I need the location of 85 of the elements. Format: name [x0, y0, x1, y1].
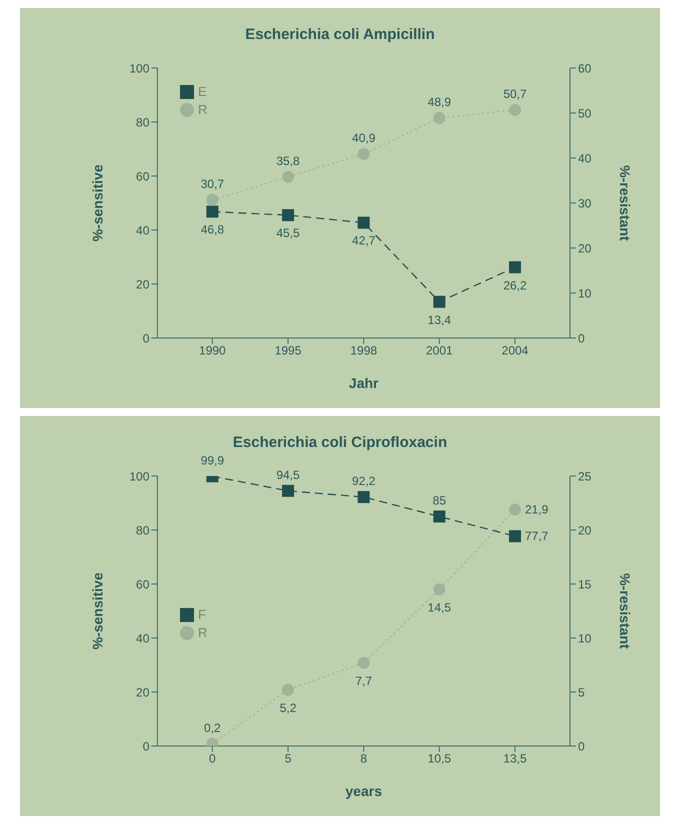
y2-tick-label: 20	[578, 523, 592, 538]
legend-label: R	[198, 102, 208, 117]
data-label: 92,2	[352, 474, 376, 488]
y-axis-title: %-sensitive	[89, 164, 106, 242]
point	[282, 170, 294, 183]
y-tick-label: 60	[136, 577, 150, 592]
data-label: 45,5	[276, 226, 300, 240]
y2-tick-label: 10	[578, 631, 592, 646]
point	[282, 484, 294, 497]
point	[433, 583, 446, 596]
y-tick-label: 80	[136, 115, 150, 130]
data-label: 30,7	[200, 176, 224, 191]
x-tick-label: 1998	[350, 344, 378, 358]
x-tick-label: 1990	[199, 344, 226, 358]
y2-tick-label: 20	[578, 241, 592, 256]
data-label: 21,9	[525, 502, 549, 516]
point	[282, 209, 294, 222]
data-label: 42,7	[352, 234, 376, 248]
y2-tick-label: 0	[578, 739, 585, 754]
data-label: 46,8	[200, 222, 224, 237]
data-label: 7,7	[355, 674, 372, 688]
data-label: 14,5	[428, 600, 452, 614]
y2-tick-label: 40	[578, 151, 592, 166]
point	[433, 510, 446, 522]
y-tick-label: 40	[136, 223, 150, 238]
data-label: 0,2	[204, 720, 222, 735]
y2-axis-title: %-resistant	[617, 165, 634, 242]
y2-tick-label: 10	[578, 286, 592, 300]
x-axis-title: years	[345, 783, 382, 799]
x-tick-label: 0	[209, 752, 216, 766]
data-label: 77,7	[525, 529, 549, 544]
data-label: 50,7	[503, 86, 527, 101]
x-tick-label: 1995	[274, 344, 302, 358]
y2-tick-label: 30	[578, 196, 592, 210]
point	[509, 530, 521, 542]
legend-label: R	[198, 625, 208, 640]
x-tick-label: 13,5	[503, 752, 527, 766]
y-axis-title: %-sensitive	[89, 572, 106, 650]
point	[509, 261, 521, 274]
x-axis-title: Jahr	[348, 375, 380, 391]
y2-tick-label: 50	[578, 106, 592, 120]
y2-tick-label: 0	[578, 331, 585, 346]
data-label: 94,5	[276, 468, 300, 482]
point	[206, 194, 218, 206]
chart-title: Escherichia coli Ampicillin	[244, 26, 436, 43]
point	[433, 296, 446, 308]
data-label: 35,8	[276, 154, 300, 168]
data-label: 13,4	[428, 312, 452, 327]
point	[358, 216, 370, 229]
point	[509, 104, 521, 116]
point	[282, 684, 294, 696]
y-tick-label: 80	[136, 523, 150, 538]
x-tick-label: 5	[284, 752, 292, 766]
x-tick-label: 2001	[426, 344, 454, 358]
legend-label: F	[198, 607, 206, 622]
y-tick-label: 20	[136, 685, 150, 700]
y2-tick-label: 60	[578, 61, 592, 76]
data-label: 5,2	[280, 700, 297, 715]
data-label: 48,9	[428, 94, 452, 109]
data-label: 99,9	[200, 453, 224, 468]
x-tick-label: 10,5	[428, 752, 452, 766]
y-tick-label: 0	[142, 739, 150, 754]
point	[206, 206, 218, 218]
point	[433, 112, 446, 124]
y-tick-label: 0	[142, 331, 150, 346]
chart-title: Escherichia coli Ciprofloxacin	[232, 434, 448, 451]
y-tick-label: 40	[136, 631, 150, 646]
y-tick-label: 100	[129, 61, 150, 76]
x-tick-label: 8	[360, 752, 368, 766]
point	[509, 503, 521, 516]
y2-axis-title: %-resistant	[617, 573, 634, 650]
data-label: 85	[432, 494, 446, 508]
y-tick-label: 20	[136, 277, 150, 292]
data-label: 40,9	[352, 130, 376, 145]
y2-tick-label: 25	[578, 469, 592, 484]
y-tick-label: 100	[129, 469, 150, 484]
x-tick-label: 2004	[502, 344, 529, 358]
point	[358, 148, 370, 160]
legend-label: E	[198, 84, 207, 99]
point	[358, 656, 370, 669]
data-label: 26,2	[503, 278, 527, 292]
y-tick-label: 60	[136, 169, 150, 184]
y2-tick-label: 15	[578, 577, 592, 592]
point	[358, 491, 370, 504]
y2-tick-label: 5	[578, 685, 585, 700]
